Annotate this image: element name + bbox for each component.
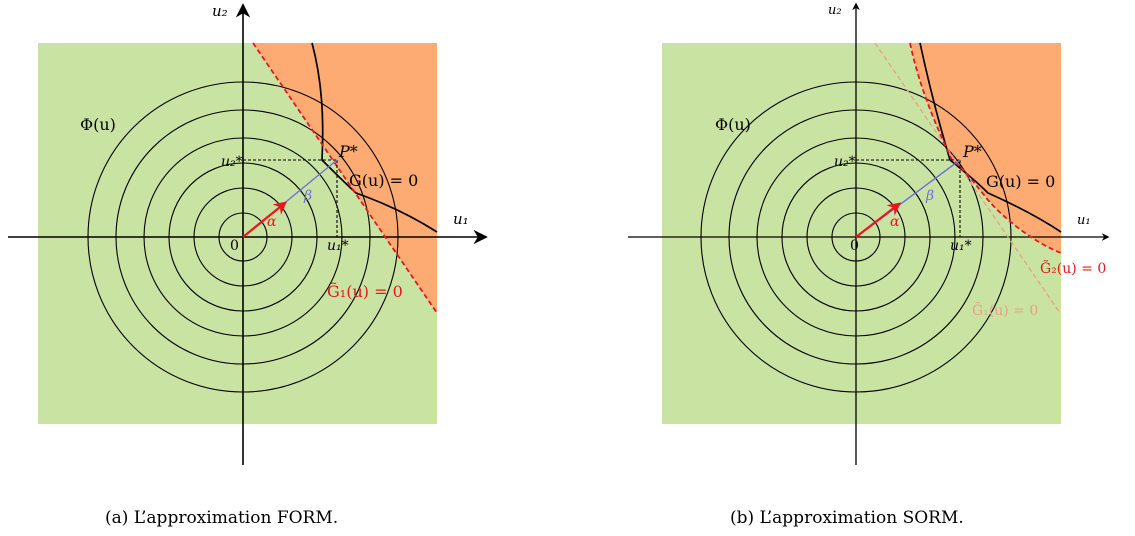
phi-label: Φ(u) [80, 115, 116, 134]
u1-star-label: u₁* [327, 238, 349, 254]
point-p-star-label: P* [962, 142, 982, 161]
sorm-parabola [909, 42, 1062, 254]
axis-label-u1: u₁ [1077, 213, 1091, 228]
alpha-arrow [855, 202, 902, 238]
point-p-star-label: P* [338, 142, 358, 161]
axis-label-u2: u₂ [212, 2, 228, 20]
alpha-arrow [242, 201, 288, 238]
phi-label: Φ(u) [715, 115, 751, 134]
limit-state-label: G(u) = 0 [349, 171, 418, 190]
caption-sorm: (b) L’approximation SORM. [730, 508, 964, 528]
u2-star-label: u₂* [221, 154, 243, 170]
beta-label: β [925, 188, 934, 204]
alpha-label: α [267, 214, 277, 230]
origin-label: 0 [850, 238, 859, 254]
form-tangent-line [252, 42, 438, 314]
failure-region [910, 43, 1061, 253]
figure-sorm: u₁ u₂ 0 Φ(u) P* u₁* u₂* α β G(u) = 0 G̃₂… [620, 0, 1135, 536]
u1-star-label: u₁* [950, 238, 972, 254]
origin-label: 0 [230, 238, 239, 254]
approximation-label: G̃₁(u) = 0 [327, 282, 403, 301]
limit-state-curve [311, 42, 438, 233]
form-approximation-label: G̃₁(u) = 0 [972, 301, 1038, 319]
sorm-diagram: u₁ u₂ 0 Φ(u) P* u₁* u₂* α β G(u) = 0 G̃₂… [628, 2, 1110, 465]
axis-label-u2: u₂ [828, 3, 842, 18]
form-diagram: u₁ u₂ 0 Φ(u) P* u₁* u₂* α β G(u) = 0 G̃₁… [8, 2, 488, 465]
limit-state-label: G(u) = 0 [986, 172, 1055, 191]
alpha-label: α [890, 214, 900, 230]
u2-star-label: u₂* [834, 154, 856, 170]
beta-label: β [303, 188, 312, 204]
caption-form: (a) L’approximation FORM. [105, 508, 339, 528]
sorm-approximation-label: G̃₂(u) = 0 [1040, 259, 1106, 277]
form-tangent-faded-line [874, 42, 1061, 314]
axis-label-u1: u₁ [453, 210, 469, 228]
figure-form: u₁ u₂ 0 Φ(u) P* u₁* u₂* α β G(u) = 0 G̃₁… [0, 0, 520, 536]
